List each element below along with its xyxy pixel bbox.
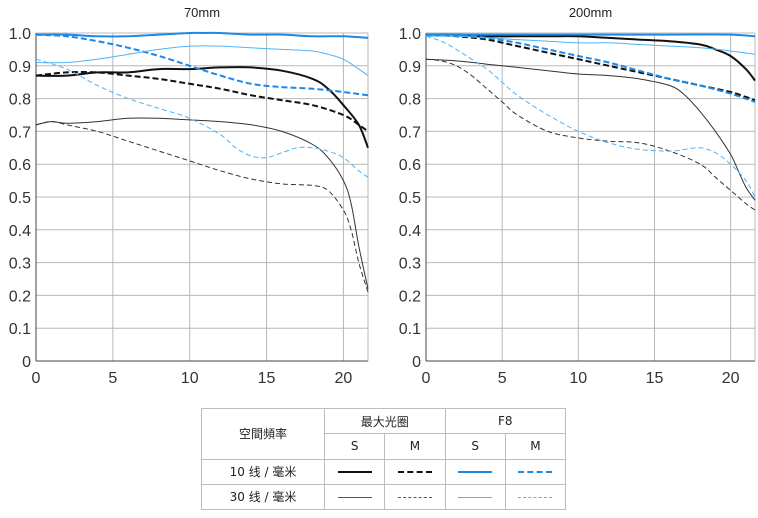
series-line-6 bbox=[35, 33, 369, 97]
chart-title: 200mm bbox=[569, 5, 612, 20]
y-tick-label: 0.4 bbox=[9, 223, 31, 240]
x-tick-label: 15 bbox=[258, 370, 276, 387]
swatch-blue-thin-solid bbox=[458, 496, 493, 498]
x-tick-label: 0 bbox=[422, 370, 431, 387]
y-tick-label: 0.6 bbox=[9, 157, 31, 174]
x-tick-label: 5 bbox=[108, 370, 117, 387]
x-tick-label: 10 bbox=[569, 370, 587, 387]
series-line-1 bbox=[425, 33, 756, 82]
y-tick-label: 0.4 bbox=[399, 223, 421, 240]
y-tick-label: 0.1 bbox=[9, 321, 31, 338]
series-line-6 bbox=[425, 33, 756, 103]
y-tick-label: 0.6 bbox=[399, 157, 421, 174]
swatch-black-thick-solid bbox=[337, 471, 372, 474]
legend-sub-s: S bbox=[444, 433, 506, 460]
x-tick-label: 15 bbox=[646, 370, 664, 387]
series-line-2 bbox=[35, 70, 369, 133]
legend-group-max-aperture: 最大光圈 bbox=[324, 407, 446, 435]
legend-sub-m: M bbox=[384, 433, 446, 460]
y-tick-label: 0.5 bbox=[9, 190, 31, 207]
series-line-3 bbox=[35, 117, 369, 289]
mtf-charts: 70mm 0 0.1 0.2 0.3 0.4 0.5 0.6 0.7 0.8 0.9 1.0 0 5 10 1… bbox=[9, 5, 756, 387]
series-line-4 bbox=[425, 58, 756, 211]
legend-sub-m: M bbox=[504, 433, 567, 460]
legend-row-header: 空間頻率 bbox=[201, 408, 325, 460]
legend-row1-label: 10 线 / 毫米 bbox=[201, 458, 325, 485]
y-tick-label: 0.8 bbox=[9, 92, 31, 109]
legend-table: 空間頻率 最大光圈 F8 S M S M 10 线 / 毫米 30 线 / 毫米 bbox=[201, 407, 567, 511]
series-line-2 bbox=[425, 33, 756, 102]
x-tick-label: 20 bbox=[722, 370, 740, 387]
y-tick-label: 0.3 bbox=[9, 256, 31, 273]
y-tick-label: 1.0 bbox=[399, 26, 421, 43]
swatch-blue-thin-dashed bbox=[518, 496, 553, 498]
legend-sub-s: S bbox=[323, 433, 386, 460]
y-tick-label: 0 bbox=[22, 354, 31, 371]
swatch-black-thick-dashed bbox=[397, 471, 432, 474]
chart-panel-1: 70mm 0 0.1 0.2 0.3 0.4 0.5 0.6 0.7 0.8 0.9 1.0 0 5 10 1… bbox=[9, 5, 369, 387]
series-line-7 bbox=[425, 35, 756, 55]
swatch-blue-thick-dashed bbox=[518, 471, 553, 474]
y-tick-label: 0.7 bbox=[399, 124, 421, 141]
y-tick-label: 0.2 bbox=[9, 288, 31, 305]
series-line-5 bbox=[35, 31, 369, 39]
legend-row2-label: 30 线 / 毫米 bbox=[201, 483, 325, 511]
x-tick-label: 20 bbox=[335, 370, 353, 387]
y-tick-label: 0.5 bbox=[399, 190, 421, 207]
y-tick-label: 1.0 bbox=[9, 26, 31, 43]
y-tick-label: 0.7 bbox=[9, 124, 31, 141]
chart-panel-2: 200mm 0 0.1 0.2 0.3 0.4 0.5 0.6 0.7 0.8 0.9 1.0 0 5 10… bbox=[399, 5, 756, 387]
x-tick-label: 10 bbox=[181, 370, 199, 387]
swatch-blue-thick-solid bbox=[458, 471, 493, 474]
x-tick-label: 5 bbox=[498, 370, 507, 387]
chart-title: 70mm bbox=[184, 5, 220, 20]
legend-group-f8: F8 bbox=[444, 407, 566, 435]
y-tick-label: 0.9 bbox=[399, 59, 421, 76]
series-line-3 bbox=[425, 58, 756, 201]
series-line-8 bbox=[35, 58, 369, 178]
swatch-black-thin-solid bbox=[337, 496, 372, 498]
y-tick-label: 0.1 bbox=[399, 321, 421, 338]
series-line-8 bbox=[425, 35, 756, 198]
y-tick-label: 0.9 bbox=[9, 59, 31, 76]
y-tick-label: 0.8 bbox=[399, 92, 421, 109]
swatch-black-thin-dashed bbox=[397, 496, 432, 498]
series-line-5 bbox=[426, 33, 756, 38]
x-tick-label: 0 bbox=[32, 370, 41, 387]
y-tick-label: 0 bbox=[412, 354, 421, 371]
y-tick-label: 0.2 bbox=[399, 288, 421, 305]
series-line-1 bbox=[35, 66, 369, 149]
series-line-7 bbox=[35, 45, 369, 77]
series-line-4 bbox=[35, 121, 369, 293]
y-tick-label: 0.3 bbox=[399, 256, 421, 273]
